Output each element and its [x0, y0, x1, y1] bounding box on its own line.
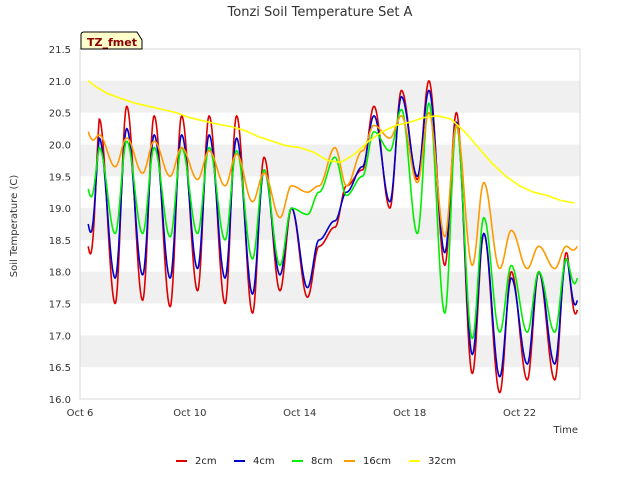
x-tick-label: Oct 6	[67, 408, 94, 419]
series-line-8cm	[87, 102, 579, 340]
y-axis-ticks: 16.0 16.5 17.0 17.5 18.0 18.5 19.0 19.5 20.0 20.5…	[49, 45, 71, 406]
legend-label-16cm: 16cm	[363, 456, 391, 467]
y-tick-label: 17.5	[49, 300, 71, 311]
x-axis-label: Time	[553, 425, 578, 436]
badge-label: TZ_fmet	[87, 36, 137, 49]
y-tick-label: 19.0	[49, 204, 71, 215]
y-tick-label: 19.5	[49, 172, 71, 183]
badge: TZ_fmet	[80, 31, 143, 50]
x-axis-ticks: Oct 6 Oct 10 Oct 14 Oct 18 Oct 22	[67, 408, 537, 419]
y-tick-label: 17.0	[49, 331, 71, 342]
badge-box	[80, 31, 143, 50]
chart-title: Tonzi Soil Temperature Set A	[227, 5, 413, 20]
grid-band	[80, 80, 580, 113]
y-tick-label: 18.0	[49, 268, 71, 279]
x-tick-label: Oct 14	[283, 408, 316, 419]
y-axis-label: Soil Temperature (C)	[9, 175, 20, 278]
legend-label-2cm: 2cm	[195, 456, 217, 467]
y-tick-label: 20.5	[49, 109, 71, 120]
x-tick-label: Oct 22	[503, 408, 536, 419]
series-line-32cm	[87, 80, 575, 204]
y-tick-label: 21.5	[49, 45, 71, 56]
y-tick-label: 16.5	[49, 363, 71, 374]
grid-band	[80, 271, 580, 304]
legend: 2cm 4cm 8cm 16cm 32cm	[176, 456, 456, 467]
y-tick-label: 16.0	[49, 395, 71, 406]
x-tick-label: Oct 10	[173, 408, 206, 419]
series-line-2cm	[87, 80, 579, 394]
plot-frame	[79, 48, 581, 400]
x-tick-label: Oct 18	[393, 408, 426, 419]
series-layer	[87, 80, 579, 394]
legend-label-8cm: 8cm	[311, 456, 333, 467]
legend-label-32cm: 32cm	[428, 456, 456, 467]
series-line-4cm	[87, 89, 579, 378]
legend-label-4cm: 4cm	[253, 456, 275, 467]
y-tick-label: 20.0	[49, 140, 71, 151]
series-line-16cm	[87, 111, 578, 270]
y-tick-label: 21.0	[49, 77, 71, 88]
y-tick-label: 18.5	[49, 236, 71, 247]
